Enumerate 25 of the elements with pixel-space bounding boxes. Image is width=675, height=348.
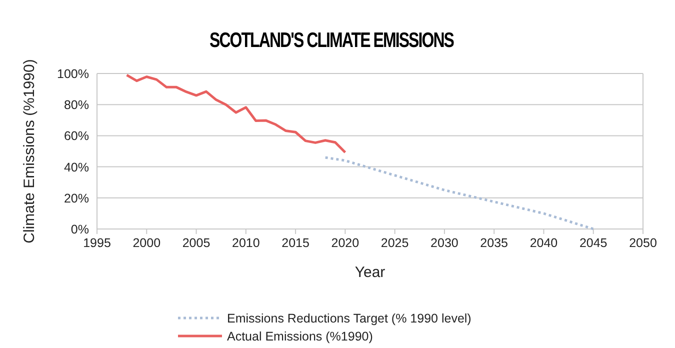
x-tick-label: 2000 xyxy=(132,236,161,250)
x-tick-label: 2050 xyxy=(629,236,657,250)
x-tick-label: 2035 xyxy=(480,236,508,250)
x-tick-label: 2040 xyxy=(530,236,558,250)
x-tick-label: 2030 xyxy=(430,236,458,250)
x-tick-label: 2020 xyxy=(331,236,360,250)
line-series xyxy=(126,74,346,154)
legend-label: Emissions Reductions Target (% 1990 level) xyxy=(227,312,472,326)
x-axis-title: Year xyxy=(354,264,386,281)
y-tick-label: 0% xyxy=(70,222,89,236)
y-tick-label: 100% xyxy=(57,67,89,81)
y-tick-label: 40% xyxy=(64,160,89,174)
y-tick-label: 60% xyxy=(64,129,89,144)
line-series xyxy=(324,156,595,230)
legend-label: Actual Emissions (%1990) xyxy=(227,330,373,344)
chart-title: SCOTLAND'S CLIMATE EMISSIONS xyxy=(209,28,454,52)
y-tick-label: 80% xyxy=(64,98,89,112)
x-tick-label: 2010 xyxy=(232,236,260,250)
x-tick-label: 2025 xyxy=(380,236,409,250)
x-tick-label: 2045 xyxy=(579,236,608,250)
y-axis-title: Climate Emissions (%1990) xyxy=(21,59,38,244)
x-tick-label: 1995 xyxy=(83,236,111,250)
y-tick-label: 20% xyxy=(64,191,89,206)
x-tick-label: 2005 xyxy=(182,236,210,250)
x-tick-label: 2015 xyxy=(282,236,310,250)
